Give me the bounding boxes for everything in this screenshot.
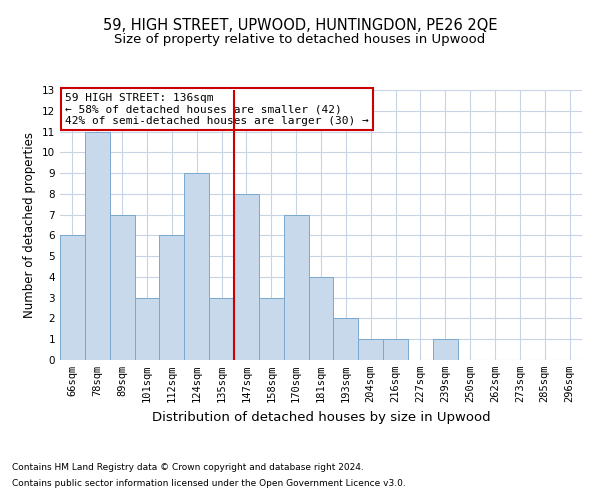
Bar: [184, 173, 209, 360]
Text: Size of property relative to detached houses in Upwood: Size of property relative to detached ho…: [115, 32, 485, 46]
Bar: [358, 339, 383, 360]
Bar: [284, 214, 308, 360]
Text: 59 HIGH STREET: 136sqm
← 58% of detached houses are smaller (42)
42% of semi-det: 59 HIGH STREET: 136sqm ← 58% of detached…: [65, 92, 369, 126]
Bar: [383, 339, 408, 360]
Y-axis label: Number of detached properties: Number of detached properties: [23, 132, 37, 318]
Bar: [259, 298, 284, 360]
Bar: [60, 236, 85, 360]
Bar: [134, 298, 160, 360]
Bar: [234, 194, 259, 360]
Text: Contains public sector information licensed under the Open Government Licence v3: Contains public sector information licen…: [12, 478, 406, 488]
Bar: [308, 277, 334, 360]
Bar: [160, 236, 184, 360]
Bar: [110, 214, 134, 360]
Bar: [433, 339, 458, 360]
Bar: [334, 318, 358, 360]
X-axis label: Distribution of detached houses by size in Upwood: Distribution of detached houses by size …: [152, 410, 490, 424]
Text: 59, HIGH STREET, UPWOOD, HUNTINGDON, PE26 2QE: 59, HIGH STREET, UPWOOD, HUNTINGDON, PE2…: [103, 18, 497, 32]
Bar: [209, 298, 234, 360]
Bar: [85, 132, 110, 360]
Text: Contains HM Land Registry data © Crown copyright and database right 2024.: Contains HM Land Registry data © Crown c…: [12, 464, 364, 472]
